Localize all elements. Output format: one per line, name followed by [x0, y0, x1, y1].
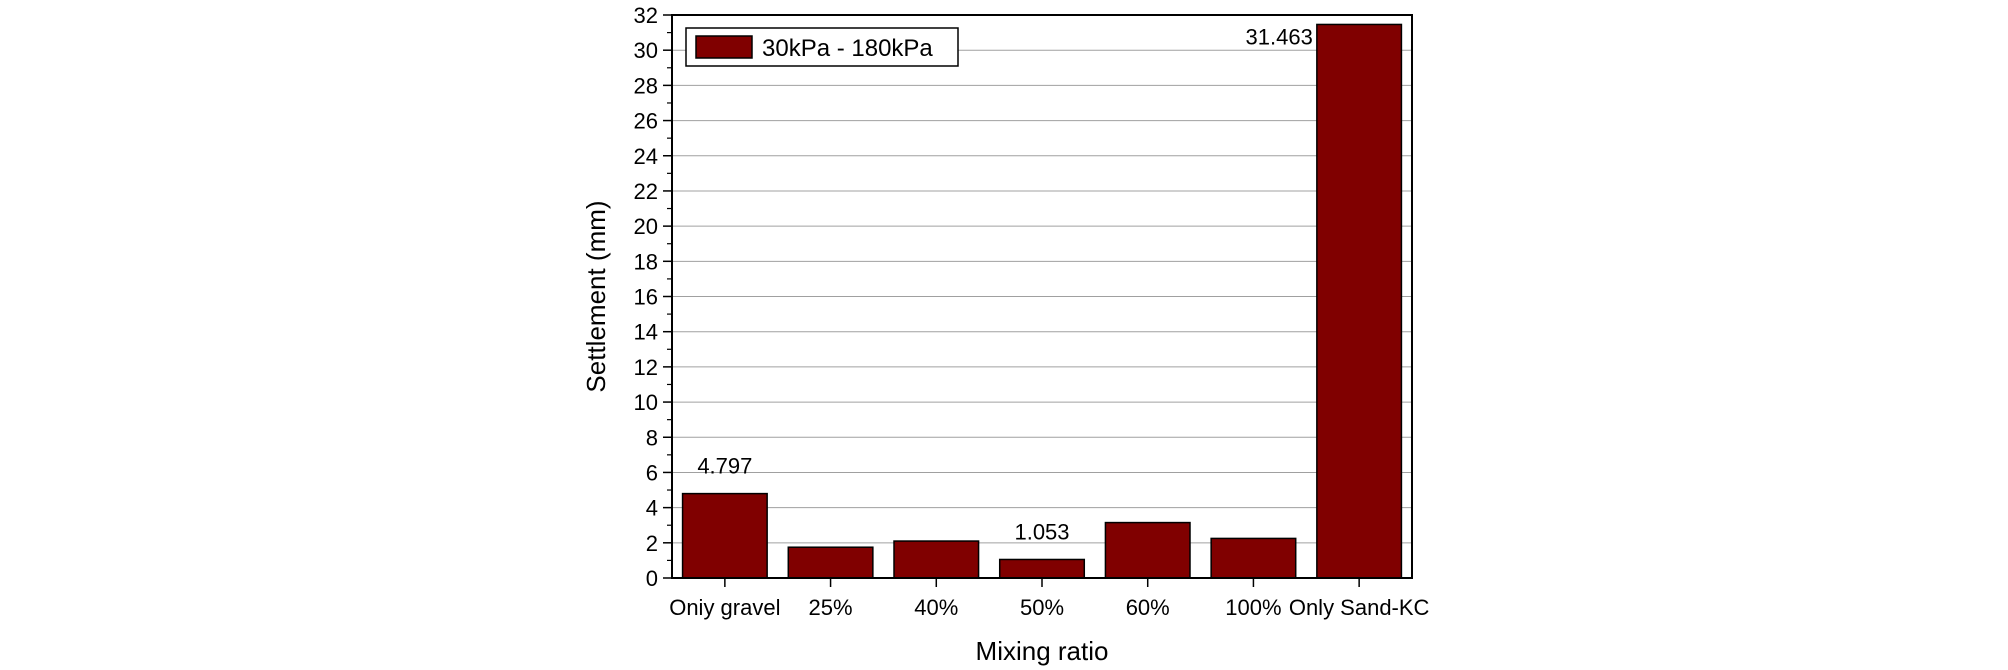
y-tick-label: 18: [634, 249, 658, 274]
legend-label: 30kPa - 180kPa: [762, 35, 933, 62]
y-tick-label: 16: [634, 285, 658, 310]
x-tick-label: 60%: [1126, 595, 1170, 620]
bar: [787, 546, 874, 579]
x-tick-label: 50%: [1020, 595, 1064, 620]
x-tick-label: 40%: [914, 595, 958, 620]
y-tick-label: 0: [646, 566, 658, 591]
bar: [1104, 521, 1191, 579]
y-tick-label: 20: [634, 214, 658, 239]
y-tick-label: 24: [634, 144, 658, 169]
bars: [681, 23, 1403, 579]
y-tick-label: 12: [634, 355, 658, 380]
y-tick-label: 8: [646, 425, 658, 450]
bar: [998, 558, 1086, 579]
y-tick-label: 4: [646, 496, 658, 521]
bar: [893, 540, 980, 579]
bar: [681, 492, 768, 579]
y-axis-title: Settlement (mm): [581, 200, 611, 392]
y-tick-label: 28: [634, 73, 658, 98]
bar: [1210, 537, 1297, 579]
y-tick-label: 32: [634, 3, 658, 28]
y-tick-label: 10: [634, 390, 658, 415]
y-tick-label: 22: [634, 179, 658, 204]
legend-swatch: [695, 35, 753, 59]
data-label: 1.053: [1014, 519, 1069, 544]
x-tick-label: 25%: [809, 595, 853, 620]
x-axis-title: Mixing ratio: [976, 636, 1109, 666]
x-tick-label: Only Sand-KC: [1289, 595, 1430, 620]
y-tick-label: 26: [634, 109, 658, 134]
y-tick-label: 30: [634, 38, 658, 63]
legend: 30kPa - 180kPa: [685, 27, 959, 67]
y-tick-label: 14: [634, 320, 658, 345]
gridlines: [672, 49, 1412, 544]
y-tick-label: 6: [646, 460, 658, 485]
x-tick-label: 100%: [1225, 595, 1281, 620]
data-label: 4.797: [697, 454, 752, 479]
y-tick-label: 2: [646, 531, 658, 556]
bar: [1316, 23, 1403, 579]
x-tick-label: Oniy gravel: [669, 595, 780, 620]
data-labels: 4.797 1.053 31.463: [697, 24, 1313, 544]
data-label: 31.463: [1246, 24, 1313, 49]
